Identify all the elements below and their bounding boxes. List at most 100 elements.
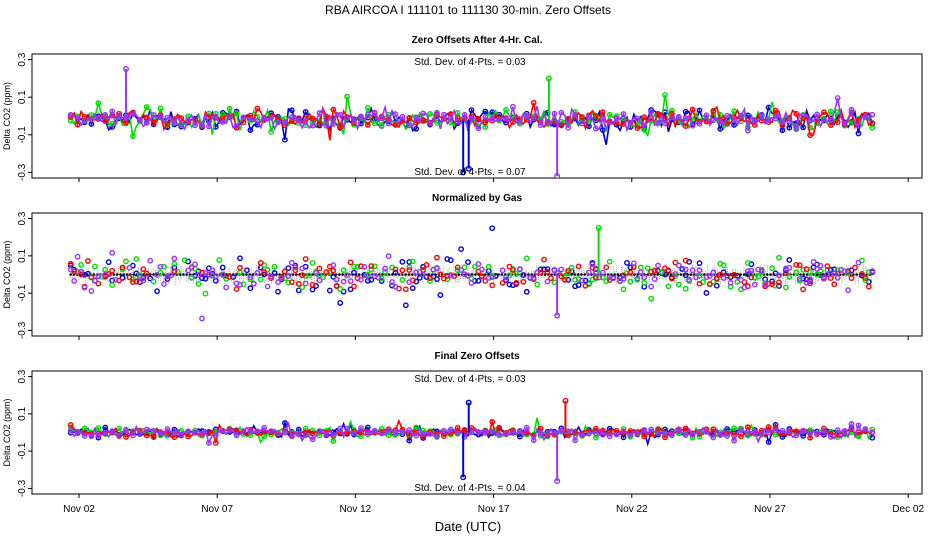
data-point: [620, 272, 627, 279]
data-point: [624, 259, 630, 266]
data-point: [703, 290, 710, 296]
data-point: [420, 431, 427, 438]
data-point: [116, 425, 122, 432]
data-point: [744, 429, 751, 435]
reference-point: [411, 273, 414, 276]
data-point: [447, 257, 454, 264]
data-point: [292, 264, 299, 271]
data-point: [800, 427, 807, 434]
data-point: [461, 426, 468, 433]
data-point: [603, 264, 610, 271]
data-point: [275, 279, 281, 286]
data-point: [696, 428, 703, 435]
data-point: [109, 428, 116, 434]
data-point: [133, 278, 140, 285]
reference-point: [185, 273, 189, 276]
data-point: [572, 276, 579, 283]
data-point: [613, 431, 620, 438]
reference-point: [235, 273, 238, 276]
data-point: [665, 283, 672, 290]
data-point: [309, 115, 316, 122]
data-point: [748, 267, 755, 274]
series-line: [70, 97, 873, 133]
data-point: [551, 110, 558, 117]
data-point: [834, 95, 841, 101]
data-point: [720, 262, 727, 269]
reference-point: [576, 273, 580, 276]
data-point: [368, 266, 375, 273]
data-point: [523, 255, 530, 262]
data-point: [247, 285, 254, 292]
data-point: [440, 111, 447, 118]
data-point: [299, 265, 306, 272]
data-point: [682, 108, 689, 115]
data-point: [402, 302, 409, 309]
data-point: [776, 279, 782, 286]
data-point: [738, 427, 744, 433]
data-point: [841, 268, 848, 275]
data-point: [392, 429, 399, 436]
data-point: [503, 274, 509, 281]
data-point: [489, 428, 496, 435]
data-point: [744, 432, 751, 439]
data-point: [461, 111, 468, 118]
data-point: [358, 113, 364, 120]
data-point: [537, 266, 544, 273]
data-point: [375, 274, 382, 281]
data-point: [475, 115, 482, 122]
data-point: [95, 273, 102, 280]
data-point: [485, 274, 492, 281]
data-point: [282, 136, 288, 143]
data-point: [658, 269, 665, 276]
data-point: [489, 225, 496, 232]
data-point: [216, 257, 223, 264]
data-point: [855, 422, 862, 429]
data-point: [212, 277, 219, 284]
data-point: [765, 280, 772, 287]
data-point: [544, 431, 551, 437]
data-point: [565, 124, 572, 131]
data-point: [620, 428, 627, 435]
spike-point: [122, 66, 129, 73]
data-point: [682, 266, 689, 273]
data-point: [150, 278, 157, 285]
data-point: [309, 430, 316, 437]
data-point: [610, 275, 617, 282]
data-point: [637, 264, 644, 271]
data-point: [347, 278, 354, 285]
data-point: [351, 269, 357, 276]
data-point: [320, 274, 326, 281]
data-point: [447, 115, 454, 122]
data-point: [81, 433, 88, 439]
data-point: [288, 259, 295, 266]
data-point: [316, 277, 323, 284]
data-point: [285, 265, 292, 272]
data-point: [119, 274, 126, 281]
data-point: [295, 287, 302, 294]
data-point: [696, 260, 703, 267]
data-point: [178, 121, 185, 128]
data-point: [136, 274, 143, 280]
data-point: [475, 277, 482, 284]
data-point: [78, 268, 84, 275]
data-point: [807, 132, 813, 138]
data-point: [406, 114, 413, 121]
data-point: [123, 434, 129, 440]
data-point: [634, 431, 641, 437]
data-point: [444, 276, 451, 283]
data-point: [212, 113, 219, 120]
data-point: [454, 267, 461, 274]
data-point: [662, 91, 668, 98]
data-point: [323, 122, 330, 129]
data-point: [710, 269, 717, 276]
data-point: [458, 246, 465, 253]
data-point: [192, 122, 198, 129]
data-point: [275, 288, 281, 295]
data-point: [164, 276, 171, 282]
data-point: [237, 281, 243, 288]
data-point: [530, 437, 537, 444]
data-point: [116, 113, 122, 120]
data-point: [575, 282, 582, 288]
data-point: [402, 286, 409, 293]
data-point: [427, 111, 433, 117]
